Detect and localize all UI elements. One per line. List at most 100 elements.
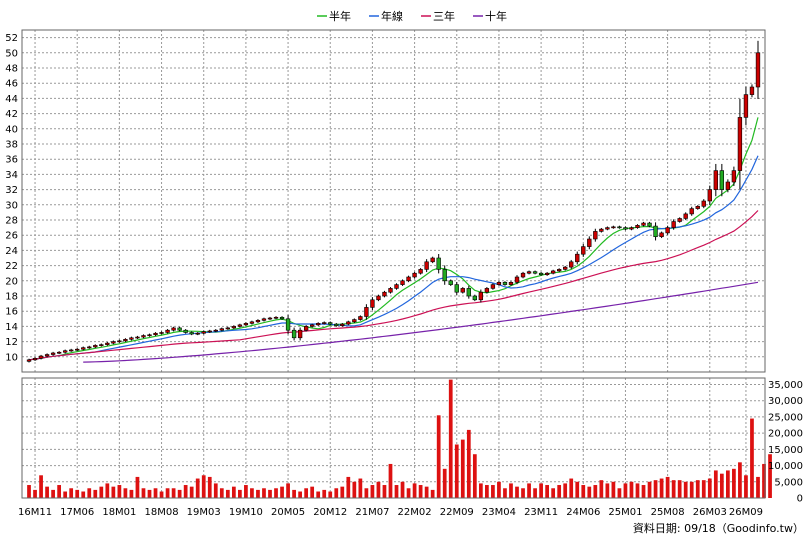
candle-body [599,228,604,232]
volume-bar [677,480,682,498]
candle-body [195,332,200,335]
candle-body [472,295,477,301]
price-tick-label: 44 [5,94,18,105]
x-tick-label: 23M11 [524,507,558,518]
candle-body [677,218,682,222]
volume-bar [713,470,718,498]
candle-body [665,227,670,234]
candle-body [557,269,562,272]
candle-body [502,282,508,285]
candle-body [538,272,544,276]
candle-body [69,349,74,352]
volume-bar [581,485,586,498]
candle-body [87,346,92,349]
legend-label: 半年 [329,9,351,23]
x-tick-label: 26M03 [693,507,727,518]
volume-bar [623,483,628,498]
candle-body [231,326,237,329]
candle-body [412,272,417,278]
candle-body [267,317,273,320]
candle-body [647,222,652,227]
candle-body [141,335,146,338]
price-tick-label: 24 [5,246,18,257]
x-tick-label: 19M03 [187,507,221,518]
candle-body [159,332,164,334]
candle-body [50,352,56,355]
candle-body [44,354,50,357]
volume-bar [153,488,158,498]
candle-body [207,330,212,333]
price-tick-label: 50 [5,48,18,59]
volume-bar [593,485,598,498]
volume-bar [762,463,766,498]
volume-bar [472,454,477,498]
candle-body [291,329,297,339]
candle-body [26,359,32,362]
volume-bar [135,476,140,498]
price-tick-label: 10 [5,352,18,363]
volume-bar [732,468,736,498]
candle-body [219,328,224,331]
candle-body [279,316,285,320]
volume-bar [51,489,55,498]
candle-body [183,329,188,333]
price-tick-label: 48 [5,64,18,75]
volume-bar [129,489,134,498]
candle-body [346,321,351,325]
candle-body [737,117,743,171]
candle-body [520,272,526,278]
volume-bar [274,488,278,498]
volume-bar [725,470,730,498]
candle-body [695,206,700,209]
volume-bar [738,462,742,498]
volume-bar [256,489,260,498]
volume-bar [231,486,236,498]
candle-body [448,280,453,285]
candle-body [382,291,387,297]
volume-bar [424,486,429,498]
candle-body [484,288,490,293]
candle-body [641,222,646,226]
volume-bar [659,478,664,498]
x-tick-label: 25M01 [608,507,642,518]
volume-bar [768,454,772,498]
candle-body [514,276,520,283]
candle-body [81,347,86,350]
volume-bar [280,486,284,498]
candle-body [358,316,363,320]
volume-bar [111,486,116,498]
candle-body [201,331,206,334]
candle-body [526,271,532,274]
volume-bar [647,481,652,498]
volume-bar [671,480,676,498]
volume-bar [195,478,200,498]
x-tick-label: 19M10 [229,507,263,518]
volume-bar [99,486,104,498]
volume-bar [412,483,417,498]
candle-body [755,52,761,88]
volume-bar [707,478,712,498]
volume-bar [635,483,640,498]
candle-body [273,316,279,319]
candle-body [629,227,634,230]
price-tick-label: 12 [5,337,18,348]
candle-body [261,318,267,321]
candle-body [460,288,465,293]
candle-body [322,322,327,324]
volume-tick-label: 35,000 [768,380,803,391]
x-tick-label: 20M05 [271,507,305,518]
candle-body [659,232,664,238]
x-tick-label: 20M12 [313,507,347,518]
candle-body [749,86,755,95]
volume-bar [322,489,327,498]
volume-bar [183,485,188,498]
volume-bar [201,475,206,498]
candle-body [617,226,622,229]
candle-body [587,238,592,247]
volume-bar [93,489,98,498]
candle-body [237,324,243,327]
candle-body [623,227,628,230]
volume-bar [545,485,549,498]
candle-body [719,170,725,190]
